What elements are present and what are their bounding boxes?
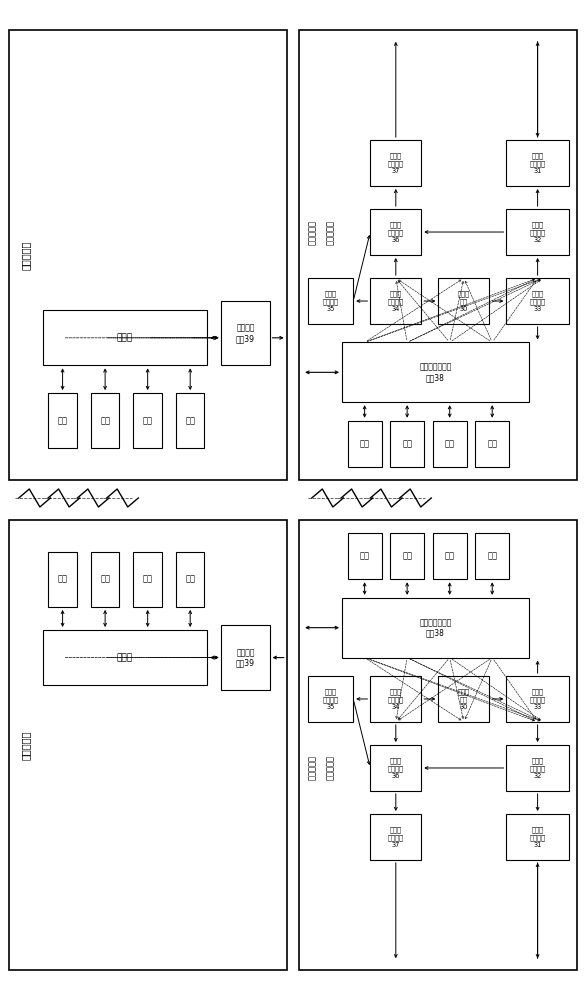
Bar — [91, 393, 120, 448]
Text: 发送方
分组装置
32: 发送方 分组装置 32 — [530, 757, 546, 779]
Text: 接口: 接口 — [185, 416, 195, 425]
Bar — [134, 393, 162, 448]
Text: 发送方
存储装置
35: 发送方 存储装置 35 — [322, 290, 339, 312]
Bar — [475, 421, 509, 467]
Bar — [49, 552, 77, 607]
Text: 接口: 接口 — [402, 439, 412, 448]
Bar — [134, 552, 162, 607]
Text: 发送方
资源装置
37: 发送方 资源装置 37 — [388, 152, 404, 174]
Text: 接口: 接口 — [57, 575, 67, 584]
Text: 主工发送方: 主工发送方 — [326, 755, 335, 780]
Text: 手工发送方: 手工发送方 — [308, 755, 316, 780]
Text: 人工智能方: 人工智能方 — [21, 240, 30, 270]
Bar — [49, 393, 77, 448]
Text: 主机子接口处理
装置38: 主机子接口处理 装置38 — [420, 618, 452, 637]
Bar — [506, 676, 569, 722]
Bar — [390, 533, 424, 579]
Bar — [390, 421, 424, 467]
Bar — [506, 278, 569, 324]
Text: 接口: 接口 — [487, 439, 498, 448]
Text: 接口: 接口 — [445, 552, 455, 561]
Bar — [222, 625, 270, 690]
Text: 接口: 接口 — [402, 552, 412, 561]
Text: 接口: 接口 — [100, 416, 110, 425]
Text: 接口: 接口 — [360, 552, 370, 561]
Bar — [308, 278, 353, 324]
Text: 手工发送方: 手工发送方 — [308, 220, 316, 245]
Bar — [506, 209, 569, 255]
Bar — [506, 745, 569, 791]
Bar — [176, 552, 205, 607]
Text: 发送方
资源装置
36: 发送方 资源装置 36 — [388, 757, 404, 779]
Text: 主工发送方: 主工发送方 — [326, 220, 335, 245]
Bar — [370, 745, 421, 791]
Text: 发送方
监控
30: 发送方 监控 30 — [458, 688, 470, 710]
Text: 交换机: 交换机 — [117, 653, 133, 662]
Bar — [370, 814, 421, 860]
Text: 接口: 接口 — [142, 575, 153, 584]
Bar — [222, 301, 270, 365]
Text: 接口: 接口 — [487, 552, 498, 561]
Bar — [438, 278, 489, 324]
Text: 接口: 接口 — [142, 416, 153, 425]
Bar — [370, 209, 421, 255]
Bar — [91, 552, 120, 607]
Text: 发送方
存储装置
34: 发送方 存储装置 34 — [388, 688, 404, 710]
Bar — [347, 421, 381, 467]
Text: 发送方
资源装置
37: 发送方 资源装置 37 — [388, 826, 404, 848]
Text: 人工接口
装置39: 人工接口 装置39 — [236, 648, 255, 667]
Text: 发送方
管理装置
33: 发送方 管理装置 33 — [530, 688, 546, 710]
Text: 接口: 接口 — [100, 575, 110, 584]
Bar — [506, 814, 569, 860]
Bar — [43, 310, 207, 365]
Text: 发送方
存储装置
34: 发送方 存储装置 34 — [388, 290, 404, 312]
Bar — [342, 342, 529, 402]
Bar — [506, 140, 569, 186]
Text: 交换机: 交换机 — [117, 333, 133, 342]
Bar — [432, 421, 466, 467]
Text: 发送方
管理装置
33: 发送方 管理装置 33 — [530, 290, 546, 312]
Text: 接口: 接口 — [185, 575, 195, 584]
Text: 接口: 接口 — [57, 416, 67, 425]
Text: 人工智能方: 人工智能方 — [21, 730, 30, 760]
Bar — [347, 533, 381, 579]
Bar — [342, 598, 529, 658]
Bar — [370, 676, 421, 722]
Text: 发送方
选择装置
31: 发送方 选择装置 31 — [530, 826, 546, 848]
Bar — [432, 533, 466, 579]
Text: 发送方
资源装置
36: 发送方 资源装置 36 — [388, 221, 404, 243]
Text: 接口: 接口 — [360, 439, 370, 448]
Text: 接口: 接口 — [445, 439, 455, 448]
Bar — [370, 278, 421, 324]
Bar — [176, 393, 205, 448]
Text: 发送方
监控
30: 发送方 监控 30 — [458, 290, 470, 312]
Text: 发送方
存储装置
35: 发送方 存储装置 35 — [322, 688, 339, 710]
Text: 发送方
选择装置
31: 发送方 选择装置 31 — [530, 152, 546, 174]
Text: 人工接口
装置39: 人工接口 装置39 — [236, 324, 255, 343]
Bar — [43, 630, 207, 685]
Text: 主机子接口处理
装置38: 主机子接口处理 装置38 — [420, 363, 452, 382]
Bar — [438, 676, 489, 722]
Text: 发送方
分组装置
32: 发送方 分组装置 32 — [530, 221, 546, 243]
Bar — [475, 533, 509, 579]
Bar — [308, 676, 353, 722]
Bar — [370, 140, 421, 186]
